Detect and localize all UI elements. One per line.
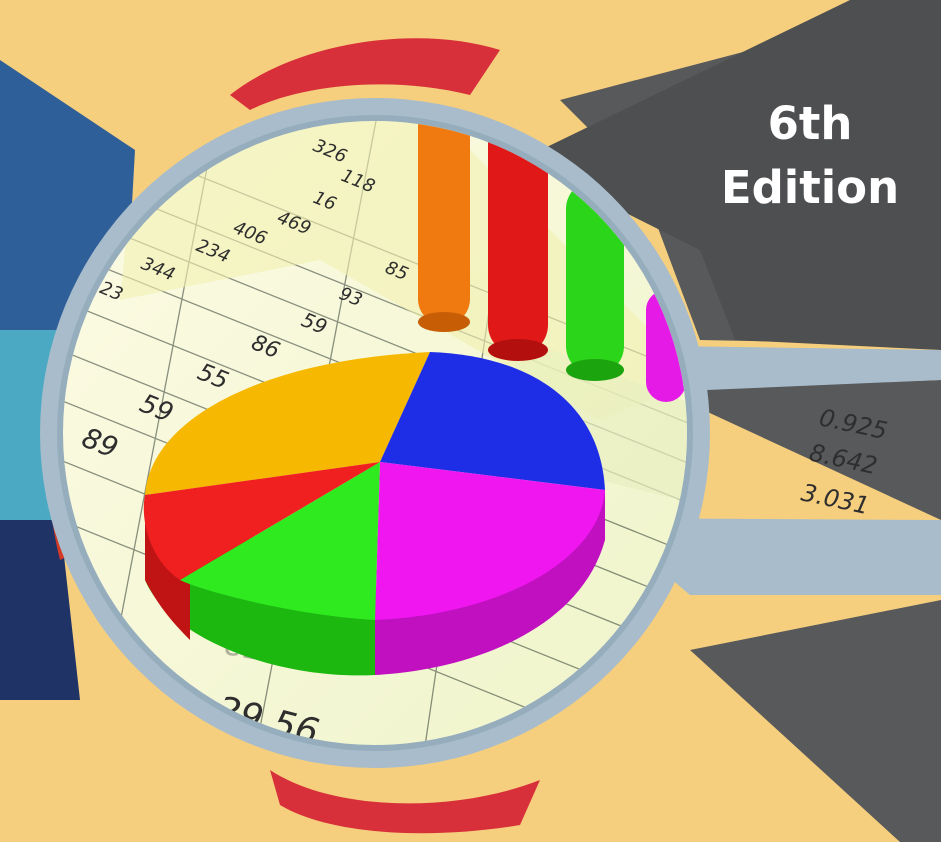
lens-content: 326 118 16 469 406 234 344 223 93 85 59 …: [63, 121, 687, 745]
edition-number: 6th: [767, 97, 853, 150]
bar-cylinders: [418, 121, 686, 402]
dark-panel-top-ridge: [520, 0, 941, 350]
edition-word: Edition: [720, 161, 900, 214]
edition-label: 6th Edition: [700, 92, 920, 220]
ring-accent-top: [230, 38, 500, 110]
cell-number: 3.031: [799, 478, 872, 520]
pie-chart-3d: [143, 352, 605, 676]
ring-accent-bottom: [270, 770, 540, 834]
